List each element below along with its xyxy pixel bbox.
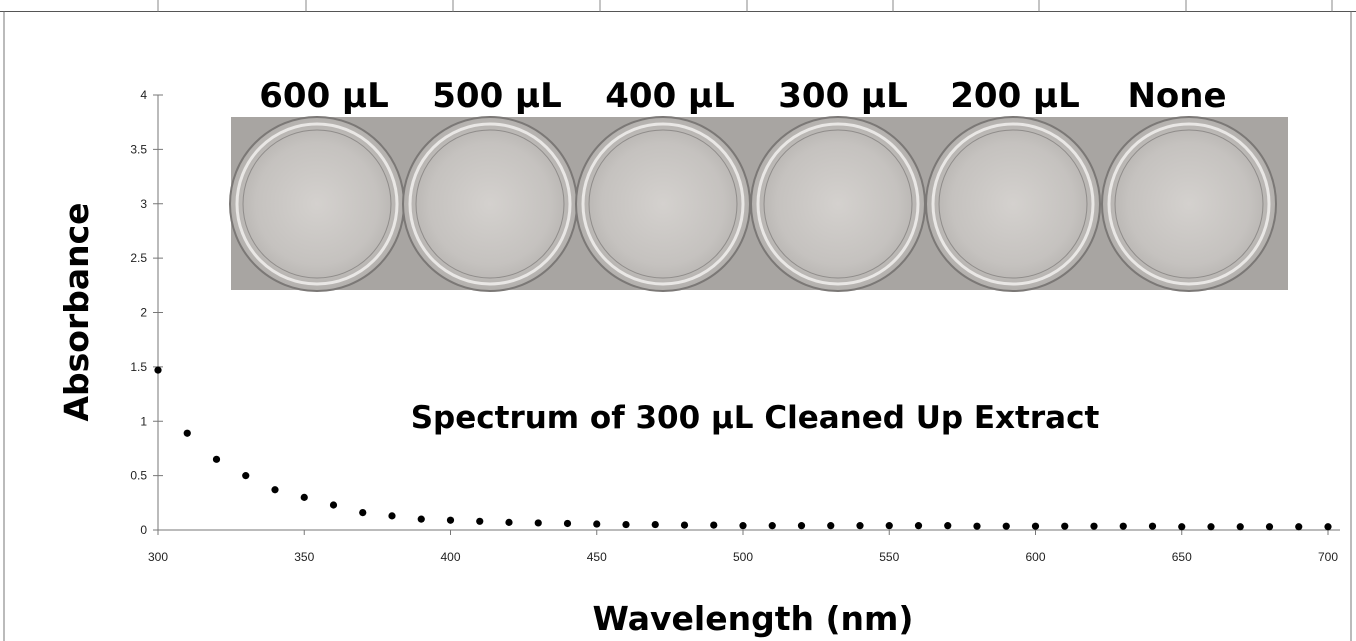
- x-tick-label: 450: [587, 550, 607, 564]
- plot-axes: 0 0.5 1 1.5 2 2.5 3 3.5 4 300 350 400 450 500 550 600 6…: [130, 88, 1340, 564]
- data-point: [183, 429, 191, 437]
- x-axis-title: Wavelength (nm): [593, 599, 914, 638]
- data-point: [417, 515, 425, 523]
- data-point: [388, 512, 396, 520]
- data-point: [1002, 522, 1010, 530]
- x-tick-label: 350: [294, 550, 314, 564]
- data-point: [476, 517, 484, 525]
- y-axis-title: Absorbance: [57, 202, 96, 421]
- data-point: [359, 508, 367, 517]
- y-tick-label: 4: [140, 88, 147, 102]
- y-tick-label: 3: [140, 197, 147, 211]
- well: [402, 116, 578, 292]
- data-point: [1119, 522, 1127, 530]
- data-point: [446, 516, 455, 524]
- data-point: [1265, 523, 1274, 531]
- data-point: [271, 486, 279, 494]
- data-point: [212, 455, 221, 463]
- y-tick-label: 3.5: [130, 142, 147, 156]
- data-point: [1207, 523, 1215, 531]
- data-point: [944, 522, 952, 530]
- well-label: 500 µL: [432, 76, 562, 116]
- y-tick-label: 0.5: [130, 469, 147, 483]
- y-tick-label: 2.5: [130, 251, 147, 265]
- data-point: [1178, 523, 1186, 531]
- data-point: [739, 522, 747, 530]
- well-label: 600 µL: [259, 76, 389, 116]
- data-point: [563, 519, 572, 528]
- data-point: [534, 519, 542, 527]
- data-series: [154, 366, 1332, 531]
- data-point: [856, 522, 864, 530]
- well: [229, 116, 405, 292]
- well-label: 400 µL: [605, 76, 735, 116]
- data-point: [1031, 522, 1040, 530]
- data-point: [242, 472, 250, 480]
- x-tick-label: 400: [440, 550, 460, 564]
- data-point: [710, 521, 718, 529]
- well: [750, 116, 926, 292]
- x-tick-label: 700: [1318, 550, 1338, 564]
- data-point: [827, 522, 835, 530]
- data-point: [914, 522, 923, 530]
- y-tick-label: 0: [140, 523, 147, 537]
- data-point: [1090, 522, 1098, 530]
- data-point: [154, 366, 162, 374]
- data-point: [593, 520, 601, 528]
- x-tick-label: 550: [879, 550, 899, 564]
- data-point: [622, 520, 630, 529]
- inset-photo: [229, 116, 1288, 292]
- well: [925, 116, 1101, 292]
- data-point: [1295, 523, 1303, 531]
- data-point: [768, 522, 776, 530]
- well-label: None: [1127, 76, 1226, 116]
- x-tick-label: 650: [1172, 550, 1192, 564]
- data-point: [885, 522, 893, 530]
- data-point: [1061, 522, 1069, 530]
- data-point: [1324, 523, 1332, 531]
- x-tick-label: 500: [733, 550, 753, 564]
- data-point: [300, 493, 308, 501]
- well: [1101, 116, 1277, 292]
- data-point: [651, 520, 659, 529]
- x-tick-label: 300: [148, 550, 168, 564]
- y-tick-label: 1.5: [130, 360, 147, 374]
- data-point: [1236, 523, 1244, 531]
- well-label: 200 µL: [950, 76, 1080, 116]
- data-point: [680, 521, 689, 529]
- y-tick-label: 2: [140, 306, 147, 320]
- data-point: [1148, 522, 1157, 530]
- well-label: 300 µL: [778, 76, 908, 116]
- data-point: [505, 518, 513, 526]
- y-tick-label: 1: [140, 414, 147, 428]
- data-point: [797, 522, 806, 530]
- annotation-text: Spectrum of 300 µL Cleaned Up Extract: [411, 400, 1100, 436]
- data-point: [329, 501, 338, 509]
- well: [575, 116, 751, 292]
- x-tick-label: 600: [1025, 550, 1045, 564]
- data-point: [973, 522, 981, 530]
